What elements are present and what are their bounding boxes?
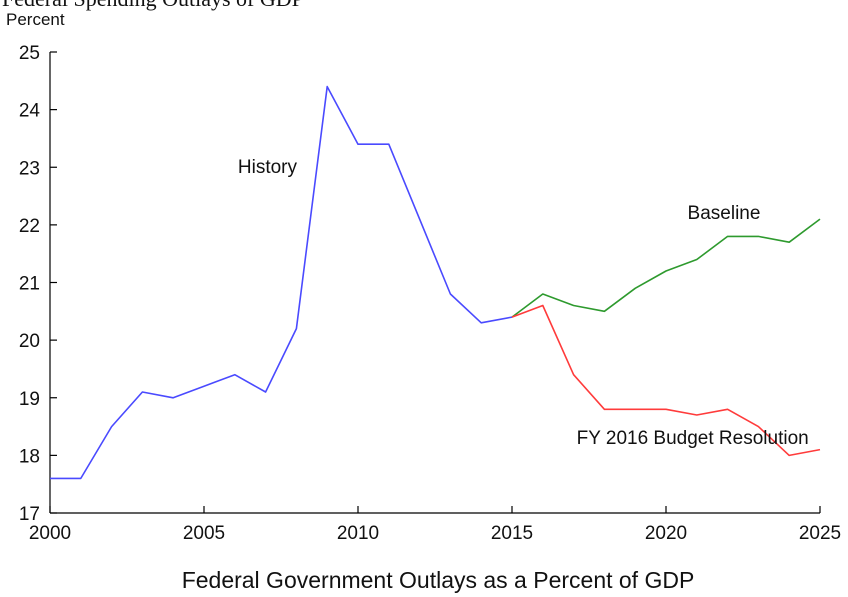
y-tick-label: 23 (19, 158, 40, 179)
annotation-label: Baseline (688, 203, 761, 224)
annotation-label: FY 2016 Budget Resolution (577, 428, 809, 449)
annotation-label: History (238, 157, 298, 178)
chart-title: Federal Government Outlays as a Percent … (182, 567, 695, 593)
y-tick-label: 20 (19, 331, 40, 352)
x-tick-label: 2020 (645, 523, 687, 544)
y-tick-label: 17 (19, 504, 40, 525)
y-tick-label: 21 (19, 274, 40, 295)
y-tick-label: 24 (19, 101, 41, 122)
series-line-fy-2016-budget-resolution (511, 304, 821, 457)
x-tick-label: 2000 (29, 523, 71, 544)
y-tick-label: 18 (19, 446, 40, 467)
x-tick-label: 2005 (183, 523, 225, 544)
series-line-baseline (511, 218, 821, 318)
series-annotations: History Baseline FY 2016 Budget Resolution (238, 157, 809, 449)
x-tick-label: 2010 (337, 523, 379, 544)
y-tick-label: 19 (19, 389, 40, 410)
cropped-header-text: Federal Spending Outlays of GDP (2, 0, 304, 11)
x-ticks: 2000 2005 2010 2015 2020 2025 (29, 506, 841, 544)
y-axis-label: Percent (6, 10, 65, 29)
y-tick-label: 25 (19, 43, 40, 64)
series-line-history (50, 85, 513, 480)
series-lines (50, 85, 821, 480)
x-tick-label: 2025 (799, 523, 841, 544)
x-tick-label: 2015 (491, 523, 533, 544)
y-ticks: 17 18 19 20 21 22 23 24 25 (19, 43, 57, 525)
y-tick-label: 22 (19, 216, 40, 237)
